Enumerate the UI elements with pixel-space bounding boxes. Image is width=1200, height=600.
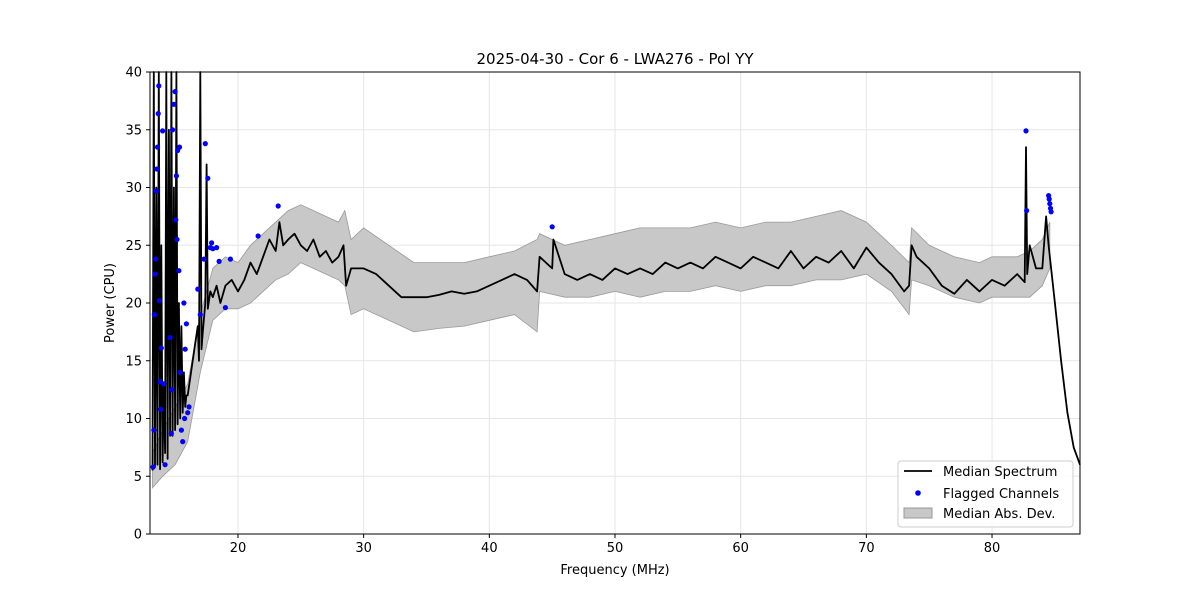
y-tick-label: 35 [125,123,142,138]
flagged-point [176,144,183,150]
flagged-point [157,378,163,385]
flagged-point [174,236,180,243]
y-tick-label: 30 [125,181,142,196]
flagged-point [154,166,160,172]
flagged-point [183,321,189,327]
flagged-point [150,464,156,470]
flagged-point [170,127,176,133]
flagged-point [209,240,215,246]
flagged-point [197,312,203,318]
x-tick-label: 30 [355,541,372,556]
y-tick-label: 10 [125,412,142,427]
flagged-point [275,203,281,209]
flagged-point [182,415,188,422]
legend-mad-label: Median Abs. Dev. [943,507,1055,522]
flagged-point [1047,201,1053,207]
x-axis-label: Frequency (MHz) [560,563,669,578]
y-tick-label: 15 [125,354,142,369]
flagged-point [168,430,174,437]
legend-box [897,460,1074,528]
flagged-point [1046,196,1052,202]
legend-median-label: Median Spectrum [943,465,1057,480]
x-tick-label: 70 [858,541,875,556]
flagged-point [167,335,173,341]
y-tick-label: 40 [125,66,142,81]
flagged-points [150,83,1054,470]
x-tick-label: 50 [607,541,624,556]
flagged-point [1023,128,1029,134]
chart-title: 2025-04-30 - Cor 6 - LWA276 - Pol YY [477,50,755,68]
flagged-point [152,271,158,277]
x-tick-label: 60 [732,541,749,556]
median-line [151,71,1081,471]
y-axis-label: Power (CPU) [103,263,118,343]
flagged-point [156,83,162,89]
flagged-point [202,141,208,147]
flagged-point [180,439,186,445]
flagged-point [201,256,207,262]
y-tick-label: 25 [125,239,142,254]
flagged-point [151,312,157,318]
legend-flagged-swatch [915,490,921,496]
flagged-point [169,387,175,393]
flagged-point [177,369,183,375]
flagged-point [1024,208,1030,214]
x-tick-label: 40 [481,541,498,556]
legend: Median Spectrum Flagged Channels Median … [897,460,1074,528]
y-tick-label: 20 [125,297,142,312]
median-spectrum-path [151,71,1081,471]
flagged-point [153,188,159,194]
flagged-point [178,427,184,433]
flagged-point [186,404,192,410]
flagged-point [161,381,167,387]
flagged-point [214,245,220,251]
x-tick-label: 20 [230,541,247,556]
flagged-point [151,427,157,433]
flagged-point [162,462,168,468]
flagged-point [181,300,187,306]
flagged-point [154,144,161,150]
flagged-point [176,268,182,274]
flagged-point [1048,209,1054,215]
flagged-point [158,345,164,351]
y-tick-label: 0 [134,528,142,543]
y-axis-ticks: 0 5 10 15 20 25 30 35 40 [125,66,150,543]
flagged-point [205,175,211,181]
flagged-point [173,217,179,223]
flagged-point [172,89,178,95]
flagged-point [549,224,555,230]
y-tick-label: 5 [134,470,142,485]
flagged-point [222,305,228,311]
legend-mad-swatch [903,507,933,519]
flagged-point [158,406,164,412]
flagged-point [160,128,166,134]
flagged-point [182,346,188,352]
flagged-point [255,233,261,239]
x-tick-label: 80 [984,541,1001,556]
flagged-point [156,298,162,304]
flagged-point [227,256,233,262]
flagged-point [195,286,201,292]
flagged-point [185,410,191,416]
flagged-point [153,256,159,262]
flagged-point [155,111,161,117]
flagged-point [171,101,177,107]
flagged-point [216,258,222,264]
x-axis-ticks: 20 30 40 50 60 70 80 [230,534,1001,556]
flagged-point [173,173,179,179]
legend-flagged-label: Flagged Channels [943,487,1059,502]
